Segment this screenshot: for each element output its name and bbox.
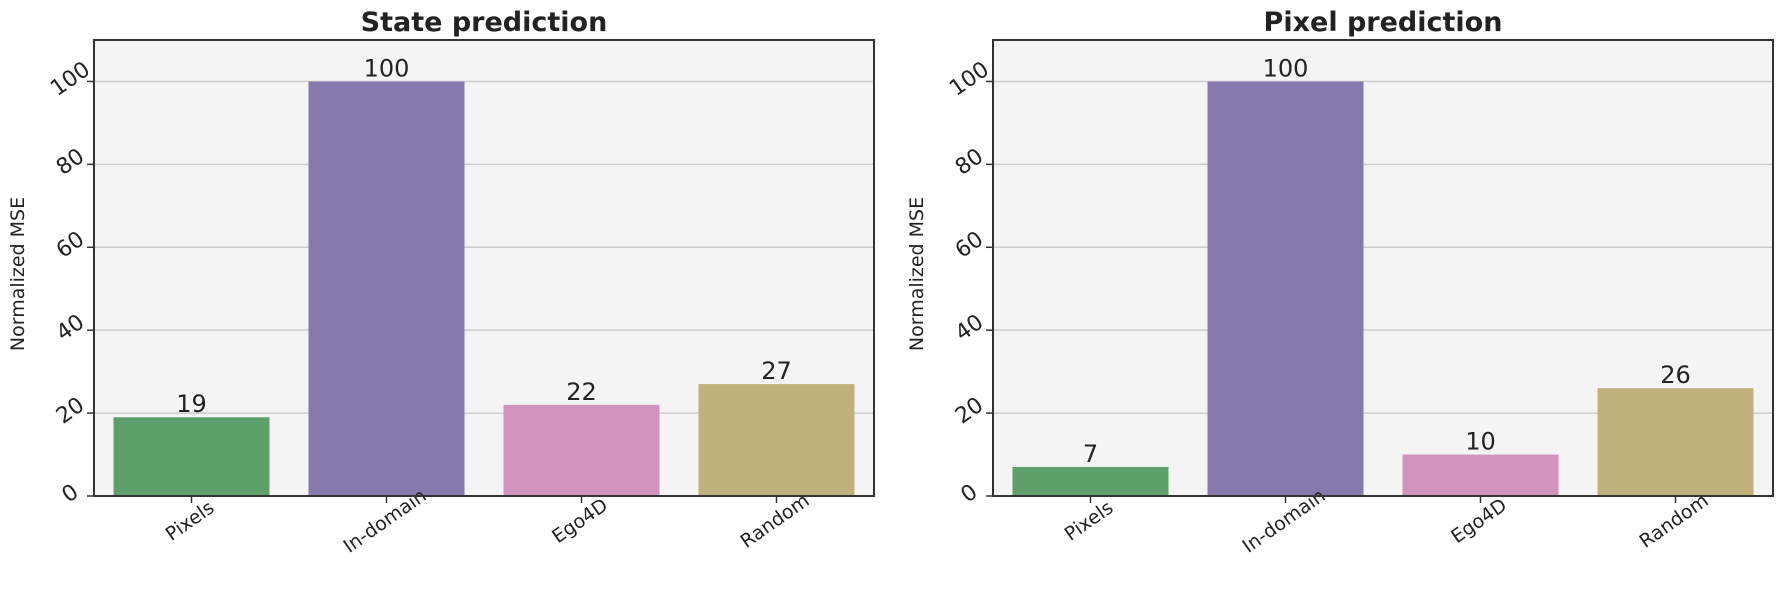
bar-pixels: [113, 417, 270, 496]
data-label: 100: [364, 54, 410, 82]
x-tick-label: Pixels: [1061, 497, 1118, 546]
y-tick-label: 80: [52, 144, 89, 181]
chart-panel-state-prediction: 19Pixels100In-domain22Ego4D27Random02040…: [7, 7, 875, 558]
data-label: 100: [1263, 54, 1309, 82]
data-label: 19: [176, 390, 207, 418]
y-tick-label: 40: [52, 310, 89, 347]
y-tick-label: 0: [58, 480, 84, 509]
y-tick-label: 60: [951, 227, 988, 264]
y-tick-label: 0: [957, 480, 983, 509]
y-tick-label: 100: [46, 57, 95, 102]
x-tick-label: Random: [1636, 490, 1713, 553]
bar-in-domain: [1207, 81, 1364, 497]
data-label: 10: [1465, 428, 1496, 456]
plot-frame: [93, 39, 875, 497]
bar-pixels: [1012, 466, 1169, 496]
y-tick-label: 40: [951, 310, 988, 347]
y-axis-label: Normalized MSE: [7, 197, 29, 351]
chart-title: State prediction: [361, 7, 608, 38]
y-tick-label: 80: [951, 144, 988, 181]
bar-in-domain: [308, 81, 465, 497]
data-label: 7: [1083, 440, 1098, 468]
plot-frame: [992, 39, 1774, 497]
y-tick-label: 20: [951, 393, 988, 430]
bar-random: [1597, 388, 1754, 496]
y-tick-label: 20: [52, 393, 89, 430]
x-tick-label: Random: [737, 490, 814, 553]
y-tick-label: 60: [52, 227, 89, 264]
bar-random: [698, 384, 855, 496]
chart-panel-pixel-prediction: 7Pixels100In-domain10Ego4D26Random020406…: [906, 7, 1774, 558]
x-tick-label: Ego4D: [548, 494, 612, 548]
x-tick-label: Ego4D: [1447, 494, 1511, 548]
data-label: 26: [1660, 361, 1691, 389]
y-axis-label: Normalized MSE: [906, 197, 928, 351]
data-label: 27: [761, 357, 792, 385]
x-tick-label: Pixels: [162, 497, 219, 546]
y-tick-label: 100: [945, 57, 994, 102]
bar-ego4d: [503, 404, 660, 496]
bar-ego4d: [1402, 454, 1559, 496]
chart-title: Pixel prediction: [1264, 7, 1503, 38]
data-label: 22: [566, 378, 597, 406]
